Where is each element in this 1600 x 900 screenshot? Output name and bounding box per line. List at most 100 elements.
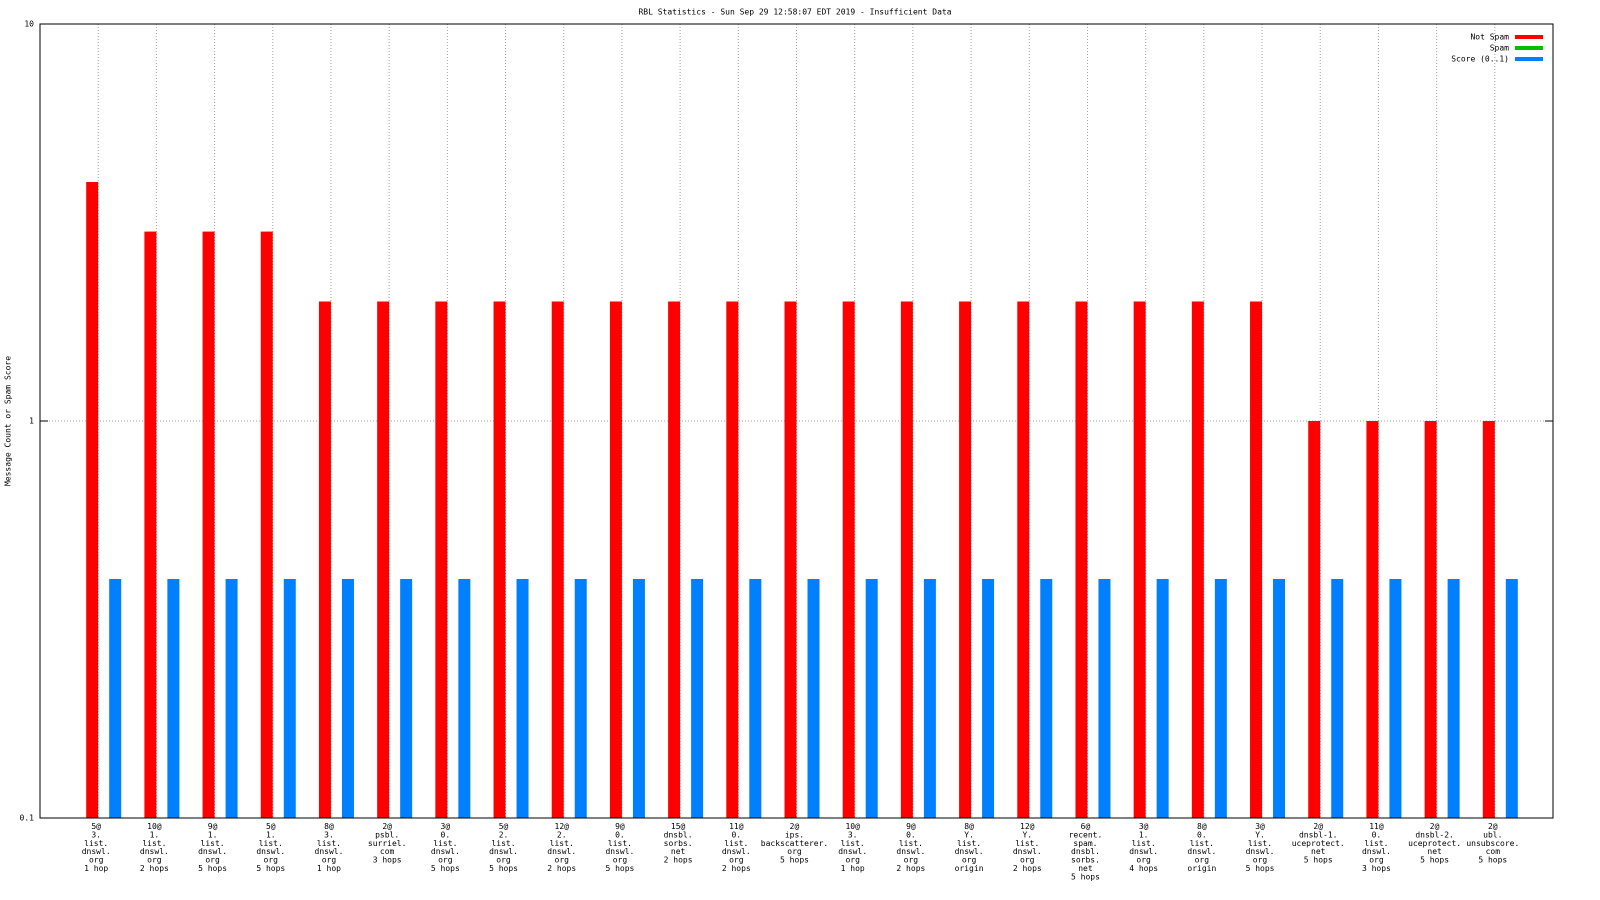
bar [400, 578, 413, 818]
x-tick-label-line: 6@ [1081, 822, 1091, 831]
bar [807, 578, 820, 818]
x-tick-label: 10@ 3. list. dnswl. org 1 hop [838, 822, 867, 873]
bar [982, 578, 995, 818]
bar [1191, 301, 1204, 818]
x-tick-label-line: org [89, 855, 104, 864]
x-tick-label-line: org [845, 855, 860, 864]
bar [109, 578, 122, 818]
legend-label: Spam [1490, 44, 1509, 53]
x-tick-label-line: 1. [208, 830, 218, 839]
x-tick-label-line: 15@ [671, 822, 686, 831]
x-tick-label-line: list. [201, 838, 225, 847]
x-tick-label-line: 2 hops [896, 864, 925, 873]
x-tick-label-line: org [729, 855, 744, 864]
x-tick-label-line: list. [724, 838, 748, 847]
x-tick-label-line: org [1253, 855, 1268, 864]
x-tick-label-line: 2 hops [140, 864, 169, 873]
x-tick-label-line: dnsbl. [664, 830, 693, 839]
x-tick-label-line: 11@ [729, 822, 744, 831]
x-tick-label-line: sorbs. [664, 838, 693, 847]
x-tick-label-line: 5@ [499, 822, 509, 831]
x-tick-label-line: 10@ [845, 822, 860, 831]
x-tick-label-line: org [1136, 855, 1151, 864]
x-tick-label: 8@ 3. list. dnswl. org 1 hop [315, 822, 344, 873]
x-tick-label-line: list. [1132, 838, 1156, 847]
x-tick-label: 9@ 0. list. dnswl. org 2 hops [896, 822, 925, 873]
x-tick-label-line: 3@ [1255, 822, 1265, 831]
x-tick-label-line: 5 hops [1246, 864, 1275, 873]
x-tick-label-line: 5 hops [1071, 872, 1100, 881]
bar [341, 578, 354, 818]
x-tick-label-line: dnsbl. [1071, 847, 1100, 856]
bar [574, 578, 587, 818]
x-tick-label-line: 1 hop [84, 864, 108, 873]
bar [202, 231, 215, 818]
x-tick-label: 2@ ubl. unsubscore. com 5 hops [1466, 822, 1519, 865]
x-tick-label-line: dnswl. [547, 847, 576, 856]
x-tick-label-line: 5 hops [1420, 855, 1449, 864]
x-tick-label-line: dnswl. [722, 847, 751, 856]
x-tick-label-line: 9@ [906, 822, 916, 831]
x-tick-label-line: 5 hops [1478, 855, 1507, 864]
x-tick-label: 10@ 1. list. dnswl. org 2 hops [140, 822, 169, 873]
x-tick-label-line: 12@ [1020, 822, 1035, 831]
bar [1505, 578, 1518, 818]
x-tick-label-line: list. [1364, 838, 1388, 847]
x-tick-label-line: org [613, 855, 628, 864]
x-tick-label-line: org [1020, 855, 1035, 864]
legend-label: Score (0..1) [1451, 55, 1509, 64]
x-tick-label-line: 0. [731, 830, 741, 839]
x-tick-label-line: list. [1248, 838, 1272, 847]
x-tick-label-line: ubl. [1483, 830, 1502, 839]
bar [1389, 578, 1402, 818]
x-tick-label-line: org [962, 855, 977, 864]
x-tick-label: 6@ recent. spam. dnsbl. sorbs. net 5 hops [1069, 822, 1103, 881]
x-tick-label: 5@ 2. list. dnswl. org 5 hops [489, 822, 518, 873]
x-tick-label-line: list. [259, 838, 283, 847]
bar [1133, 301, 1146, 818]
bar [167, 578, 180, 818]
x-tick-label-line: dnswl. [896, 847, 925, 856]
x-tick-label-line: dnswl. [82, 847, 111, 856]
x-tick-label-line: recent. [1069, 830, 1103, 839]
x-tick-label-line: 8@ [324, 822, 334, 831]
x-tick-label-line: 2 hops [1013, 864, 1042, 873]
x-tick-label-line: 0. [441, 830, 451, 839]
x-tick-label-line: list. [550, 838, 574, 847]
x-tick-label-line: psbl. [375, 830, 399, 839]
bar [1308, 421, 1321, 818]
x-tick-label-line: 1. [266, 830, 276, 839]
x-tick-label-line: list. [84, 838, 108, 847]
x-tick-label: 12@ Y. list. dnswl. org 2 hops [1013, 822, 1042, 873]
x-tick-label: 3@ Y. list. dnswl. org 5 hops [1246, 822, 1275, 873]
bar [923, 578, 936, 818]
bar [144, 231, 157, 818]
x-tick-label-line: 2@ [1488, 822, 1498, 831]
x-tick-label-line: list. [317, 838, 341, 847]
x-tick-label-line: 3 hops [373, 855, 402, 864]
x-tick-label: 8@ Y. list. dnswl. org origin [955, 822, 984, 873]
bar [1040, 578, 1053, 818]
bar [749, 578, 762, 818]
bar [842, 301, 855, 818]
x-tick-label-line: uceprotect. [1408, 838, 1461, 847]
x-tick-label-line: 2 hops [664, 855, 693, 864]
x-tick-label-line: dnswl. [256, 847, 285, 856]
x-tick-label-line: list. [957, 838, 981, 847]
x-tick-label-line: dnswl. [1362, 847, 1391, 856]
bar [86, 181, 99, 818]
x-tick-label-line: dnsbl-2. [1415, 830, 1454, 839]
x-tick-label: 9@ 0. list. dnswl. org 5 hops [605, 822, 634, 873]
bar [1214, 578, 1227, 818]
x-tick-label-line: dnswl. [315, 847, 344, 856]
x-tick-label-line: dnswl. [1129, 847, 1158, 856]
bar [900, 301, 913, 818]
x-tick-label-line: com [380, 847, 395, 856]
x-tick-label-line: net [1078, 864, 1093, 873]
x-tick-label-line: 0. [906, 830, 916, 839]
x-tick-label: 5@ 1. list. dnswl. org 5 hops [256, 822, 285, 873]
x-tick-label-line: dnswl. [1246, 847, 1275, 856]
bar [493, 301, 506, 818]
x-tick-label-line: 2@ [1430, 822, 1440, 831]
